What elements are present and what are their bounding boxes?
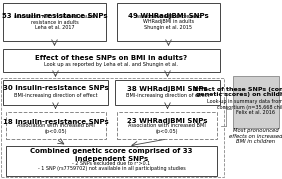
Text: 49 WHRadjBMI SNPs: 49 WHRadjBMI SNPs [128,13,209,19]
FancyBboxPatch shape [233,76,279,128]
FancyBboxPatch shape [117,112,217,139]
Text: associated with increased insulin
resistance in adults
Leha et al. 2017: associated with increased insulin resist… [14,14,95,30]
Text: Look up as reported by Leha et al. and Shungin et al.: Look up as reported by Leha et al. and S… [45,62,179,67]
Text: Association with increased BMI
(p<0.05): Association with increased BMI (p<0.05) [17,123,95,134]
Text: 30 insulin-resistance SNPs: 30 insulin-resistance SNPs [3,86,108,91]
Text: Association with increased BMI
(p<0.05): Association with increased BMI (p<0.05) [128,123,206,134]
Text: Most pronounced
effects on increased
BMI in children: Most pronounced effects on increased BMI… [229,128,282,144]
FancyBboxPatch shape [6,146,217,176]
Text: - 2 SNPs excluded due to r²>0.1
- 1 SNP (rs7759702) not available in all partici: - 2 SNPs excluded due to r²>0.1 - 1 SNP … [38,161,185,171]
FancyBboxPatch shape [6,112,106,139]
Text: 38 WHRadjBMI SNPs: 38 WHRadjBMI SNPs [127,86,208,91]
Text: associated with decreased
WHRadjBMI in adults
Shungin et al. 2015: associated with decreased WHRadjBMI in a… [136,14,201,30]
FancyBboxPatch shape [3,80,108,105]
FancyBboxPatch shape [3,49,220,72]
Text: Effect of these SNPs on BMI in adults?: Effect of these SNPs on BMI in adults? [36,54,188,61]
Text: 18 insulin-resistance SNPs: 18 insulin-resistance SNPs [3,118,109,125]
Text: Look-up in summary data from the EGG
consortium (n=35,668 children)
Felix et al.: Look-up in summary data from the EGG con… [207,99,282,115]
FancyBboxPatch shape [117,3,220,41]
Text: Effect of these SNPs (comprised as
genetic scores) on childhood BMI?: Effect of these SNPs (comprised as genet… [194,87,282,97]
FancyBboxPatch shape [3,3,106,41]
Text: Combined genetic score comprised of 33
independent SNPs: Combined genetic score comprised of 33 i… [30,149,193,161]
Text: 53 insulin-resistance SNPs: 53 insulin-resistance SNPs [2,13,107,19]
FancyBboxPatch shape [115,80,220,105]
Text: BMI-increasing direction of effect: BMI-increasing direction of effect [14,93,97,98]
Text: BMI-increasing direction of effect: BMI-increasing direction of effect [126,93,209,98]
Text: 23 WHRadjBMI SNPs: 23 WHRadjBMI SNPs [127,118,207,125]
